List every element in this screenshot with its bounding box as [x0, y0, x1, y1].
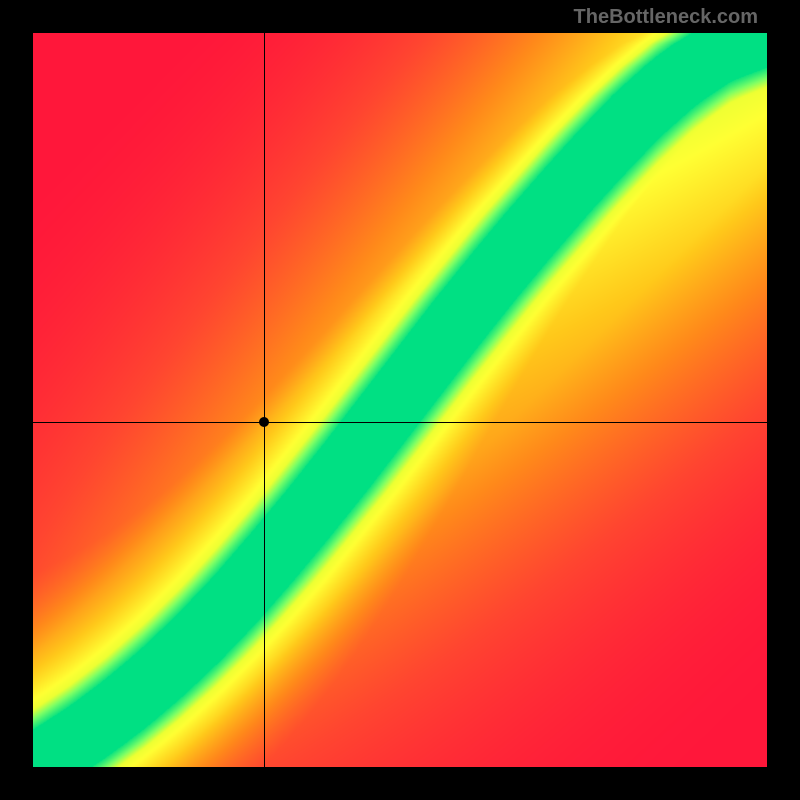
watermark-text: TheBottleneck.com — [574, 6, 758, 29]
crosshair-horizontal — [33, 422, 767, 423]
crosshair-vertical — [264, 33, 265, 767]
crosshair-marker — [259, 417, 269, 427]
heatmap-canvas — [33, 33, 767, 767]
heatmap-plot — [33, 33, 767, 767]
